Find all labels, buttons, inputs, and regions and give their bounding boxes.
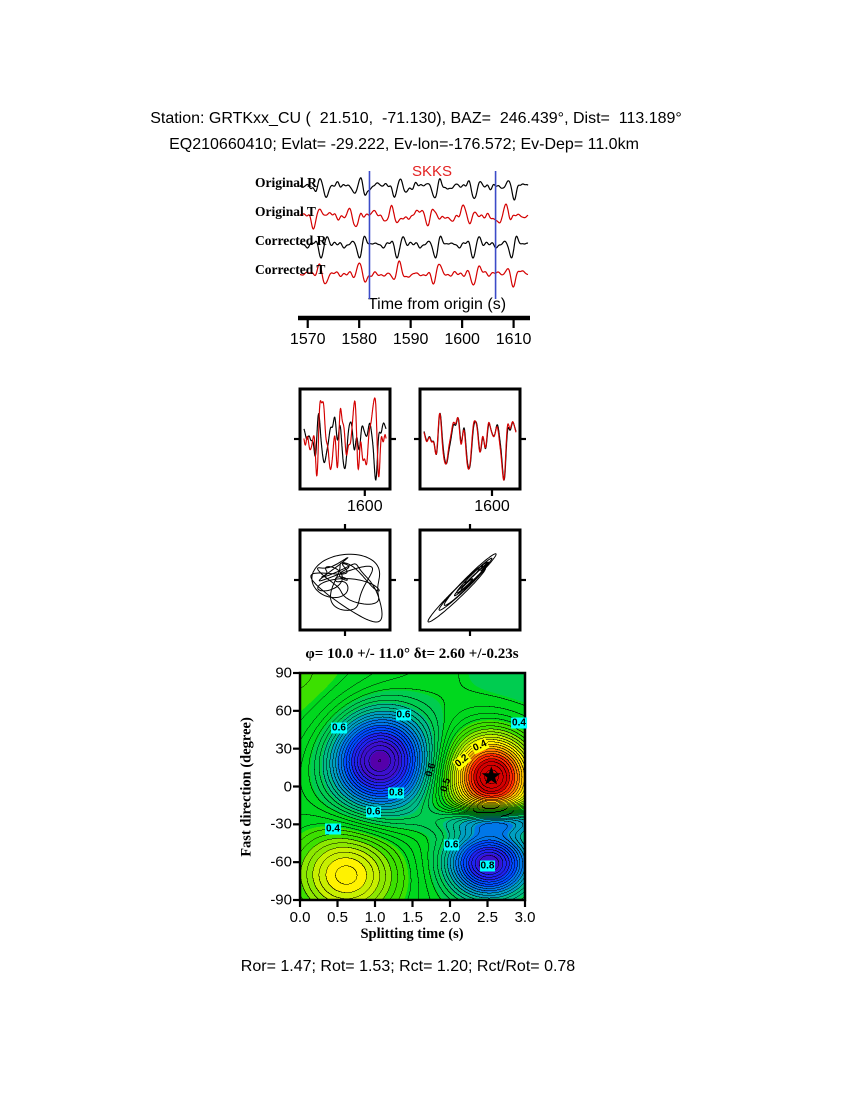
time-axis-tick-label: 1610 [495,331,532,348]
best-solution-star [481,766,501,785]
contour-level-label: 0.6 [365,806,382,818]
contour-x-tick-label: 0.5 [327,909,348,926]
particle-motion-curve [427,553,497,623]
comparison-tick-label: 1600 [347,498,383,515]
contour-y-tick-label: 0 [283,778,292,795]
contour-y-tick-label: -90 [270,891,292,909]
contour-x-tick-label: 0.0 [289,909,311,926]
contour-level-label: 0.6 [331,722,347,734]
particle-motion-curve [310,553,383,623]
contour-level-label: 0.6 [443,839,460,850]
comparison-trace [303,412,387,481]
contour-x-axis-label: Splitting time (s) [360,926,464,942]
comparison-tick-label: 1600 [474,498,510,515]
contour-x-tick-label: 3.0 [514,909,536,926]
contour-level-label: 0.6 [395,709,412,721]
contour-x-tick-label: 2.0 [439,909,461,926]
contour-y-tick-label: 60 [275,702,292,720]
contour-y-tick-label: 30 [275,740,292,758]
contour-level-label: 0.8 [479,860,496,872]
time-axis-tick-label: 1600 [444,331,480,348]
trace-label: Corrected T [255,262,326,277]
result-summary: Ror= 1.47; Rot= 1.53; Rct= 1.20; Rct/Rot… [240,958,576,975]
seismogram-trace [299,203,529,230]
trace-label: Original R [255,175,317,190]
contour-level-label: 0.4 [511,717,527,729]
contour-x-tick-label: 2.5 [477,909,498,926]
contour-level-label: 0.4 [325,823,341,835]
seismogram-trace [299,177,529,201]
contour-x-tick-label: 1.5 [402,909,423,926]
header-line-2: EQ210660410; Evlat= -29.222, Ev-lon=-176… [169,136,639,153]
contour-y-tick-label: -60 [270,853,292,871]
comparison-trace [423,412,517,481]
time-axis-tick-label: 1580 [341,331,377,348]
contour-x-tick-label: 1.0 [364,909,386,926]
trace-label: Corrected R [255,233,327,248]
seismogram-trace [299,235,529,259]
contour-y-tick-label: -30 [270,815,292,833]
header-line-1: Station: GRTKxx_CU ( 21.510, -71.130), B… [150,110,682,127]
trace-label: Original T [255,204,316,219]
contour-title: φ= 10.0 +/- 11.0° δt= 2.60 +/-0.23s [305,646,519,662]
phase-label: SKKS [411,163,453,180]
comparison-trace [303,397,387,478]
contour-level-label: 0.8 [388,787,404,799]
time-axis-tick-label: 1590 [392,331,429,348]
seismogram-trace [300,260,529,288]
contour-y-tick-label: 90 [275,664,292,682]
time-axis-tick-label: 1570 [289,331,326,348]
time-axis-label: Time from origin (s) [367,296,507,313]
